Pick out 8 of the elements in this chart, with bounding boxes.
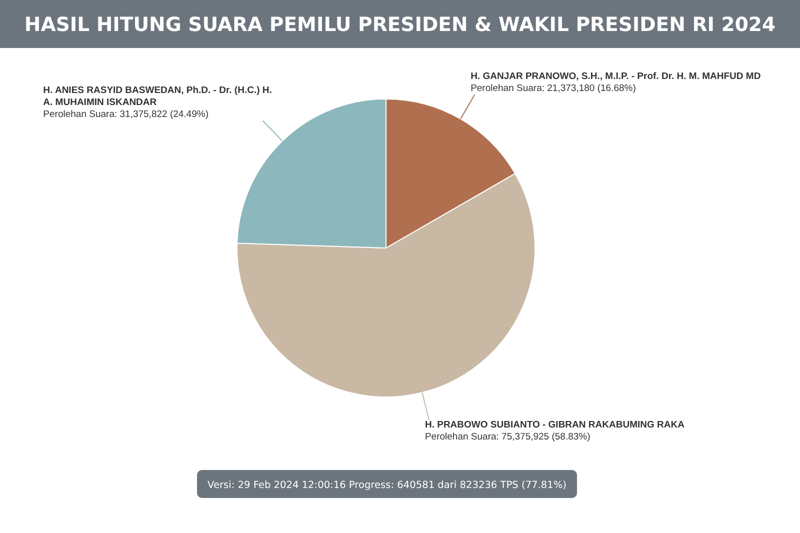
chart-title: HASIL HITUNG SUARA PEMILU PRESIDEN & WAKIL PRESIDEN RI 2024 xyxy=(24,13,776,36)
text: Versi: 29 Feb 2024 12:00:16 Progress: 640581 dari 823236 TPS (77.81%) xyxy=(208,480,566,491)
data-label: Perolehan Suara: 21,373,180 (16.68%) xyxy=(470,82,636,94)
slice-label: H. GANJAR PRANOWO, S.H., M.I.P. - Prof. Dr. H. M. MAHFUD MD xyxy=(470,70,761,82)
slice-label: H. ANIES RASYID BASWEDAN, Ph.D. - Dr. (H.C.) H. A. MUHAIMIN ISKANDAR xyxy=(43,84,272,108)
slice-label: H. PRABOWO SUBIANTO - GIBRAN RAKABUMING RAKA xyxy=(424,420,685,431)
data-label: Perolehan Suara: 75,375,925 (58.83%) xyxy=(424,432,590,443)
data-label: Perolehan Suara: 31,375,822 (24.49%) xyxy=(43,108,208,120)
